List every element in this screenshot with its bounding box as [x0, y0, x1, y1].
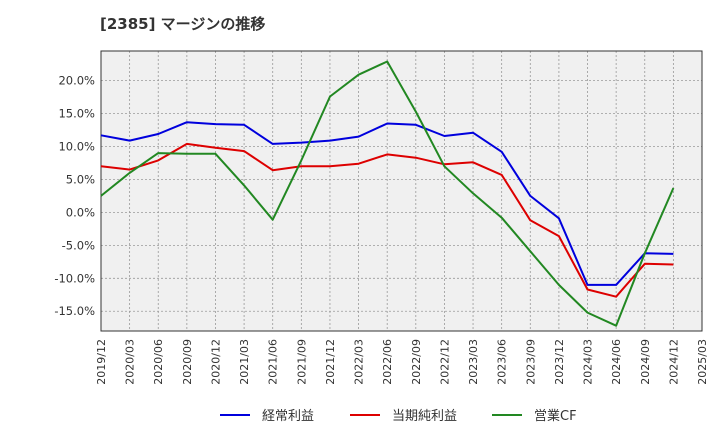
series-line [100, 60, 675, 327]
x-tick-label: 2024/06 [610, 339, 623, 385]
y-tick-label: 15.0% [58, 107, 95, 121]
x-tick-label: 2023/06 [496, 339, 509, 385]
x-tick-label: 2024/09 [639, 339, 652, 385]
x-tick-label: 2024/03 [582, 339, 595, 385]
y-tick-label: 0.0% [66, 205, 95, 219]
chart-title: [2385] マージンの推移 [100, 15, 266, 33]
x-tick-label: 2020/12 [209, 339, 222, 385]
x-tick-label: 2021/03 [238, 339, 251, 385]
x-tick-label: 2020/06 [152, 339, 165, 385]
x-tick-label: 2022/09 [410, 339, 423, 385]
x-tick-label: 2025/03 [696, 339, 709, 385]
x-tick-label: 2022/06 [381, 339, 394, 385]
x-tick-label: 2020/09 [181, 339, 194, 385]
x-tick-label: 2023/12 [553, 339, 566, 385]
series-line [100, 121, 674, 286]
plot-frame [100, 50, 703, 332]
x-tick-label: 2021/09 [295, 339, 308, 385]
legend-label: 当期純利益 [392, 409, 457, 424]
y-tick-label: -15.0% [54, 304, 95, 318]
x-tick-label: 2021/12 [324, 339, 337, 385]
y-tick-label: 10.0% [58, 140, 95, 154]
x-tick-label: 2020/03 [124, 339, 137, 385]
x-tick-label: 2023/03 [467, 339, 480, 385]
plot-area [101, 51, 702, 331]
x-tick-label: 2022/03 [353, 339, 366, 385]
y-tick-label: 20.0% [58, 74, 95, 88]
x-tick-label: 2024/12 [667, 339, 680, 385]
y-tick-label: 5.0% [66, 172, 95, 186]
x-tick-label: 2021/06 [267, 339, 280, 385]
x-tick-label: 2023/09 [524, 339, 537, 385]
x-tick-label: 2022/12 [438, 339, 451, 385]
series-line [100, 142, 674, 298]
legend-label: 営業CF [534, 408, 577, 424]
y-tick-label: -10.0% [54, 271, 95, 285]
y-tick-label: -5.0% [62, 238, 95, 252]
legend-label: 経常利益 [262, 409, 314, 424]
x-tick-label: 2019/12 [95, 339, 108, 385]
